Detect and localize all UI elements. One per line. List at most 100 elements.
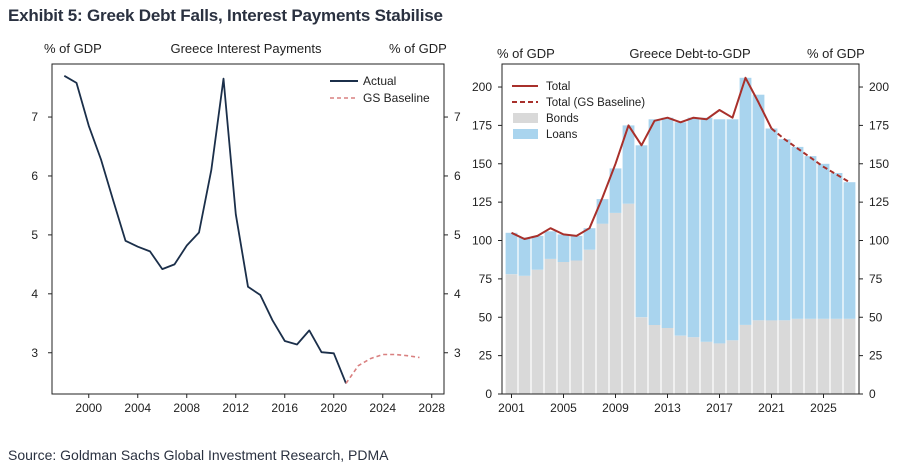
legend-total-baseline-label: Total (GS Baseline)	[546, 97, 645, 109]
left-chart-legend: Actual GS Baseline	[330, 74, 430, 105]
loans-bar	[700, 117, 713, 342]
right-y-tick-label-right: 0	[869, 387, 876, 401]
left-x-tick-label: 2020	[320, 401, 347, 415]
left-y-tick-label-right: 4	[454, 287, 461, 301]
left-y-tick-label: 3	[31, 346, 38, 360]
right-plot-frame	[501, 63, 860, 395]
right-chart-lines	[511, 76, 851, 240]
bonds-bar	[596, 223, 609, 394]
loans-bar	[622, 125, 635, 204]
bonds-bar	[687, 337, 700, 394]
loans-bar	[674, 122, 687, 336]
loans-bar	[817, 163, 830, 319]
bonds-bar	[557, 262, 570, 394]
right-y-tick-label: 25	[479, 349, 493, 363]
bonds-bar	[674, 335, 687, 394]
loans-bar	[557, 234, 570, 262]
loans-bar	[661, 117, 674, 328]
right-chart-bars	[505, 77, 856, 394]
loans-bar	[609, 168, 622, 213]
left-x-tick-label: 2008	[173, 401, 200, 415]
left-y-tick-label: 4	[31, 287, 38, 301]
right-y-tick-label: 150	[472, 157, 492, 171]
right-chart-left-axis-label: % of GDP	[497, 46, 555, 61]
bonds-bar	[765, 320, 778, 394]
right-x-tick-label: 2021	[758, 401, 785, 415]
legend-actual-label: Actual	[363, 74, 396, 88]
loans-bar	[765, 128, 778, 321]
right-y-tick-label: 0	[485, 387, 492, 401]
left-x-tick-label: 2028	[418, 401, 445, 415]
right-y-tick-label-right: 125	[869, 195, 889, 209]
interest-payments-chart: Greece Interest Payments % of GDP % of G…	[31, 41, 461, 415]
left-chart-title: Greece Interest Payments	[170, 41, 322, 56]
bonds-bar	[648, 324, 661, 394]
bonds-bar	[570, 260, 583, 394]
left-chart-left-axis-label: % of GDP	[44, 41, 102, 56]
bonds-bar	[713, 343, 726, 394]
gs-baseline-series-line	[345, 353, 420, 384]
legend-bonds-swatch	[513, 113, 538, 123]
bonds-bar	[609, 212, 622, 394]
loans-bar	[843, 182, 856, 319]
bonds-bar	[817, 318, 830, 394]
left-x-tick-label: 2012	[222, 401, 249, 415]
loans-bar	[570, 235, 583, 261]
bonds-bar	[531, 269, 544, 394]
right-y-tick-label-right: 150	[869, 157, 889, 171]
left-plot-frame	[51, 63, 445, 395]
loans-bar	[804, 156, 817, 319]
bonds-bar	[505, 274, 518, 394]
bonds-bar	[830, 318, 843, 394]
loans-bar	[648, 119, 661, 325]
right-x-tick-label: 2017	[706, 401, 733, 415]
loans-bar	[791, 146, 804, 319]
loans-bar	[583, 228, 596, 250]
right-y-tick-label-right: 100	[869, 234, 889, 248]
left-y-tick-label: 7	[31, 110, 38, 124]
loans-bar	[726, 119, 739, 341]
bonds-bar	[843, 318, 856, 394]
loans-bar	[739, 77, 752, 325]
bonds-bar	[700, 341, 713, 394]
loans-bar	[505, 232, 518, 275]
loans-bar	[531, 235, 544, 270]
bonds-bar	[791, 318, 804, 394]
right-y-tick-label-right: 75	[869, 272, 883, 286]
right-y-tick-label: 75	[479, 272, 493, 286]
right-x-tick-label: 2009	[602, 401, 629, 415]
right-x-tick-label: 2013	[654, 401, 681, 415]
left-y-tick-label: 5	[31, 228, 38, 242]
loans-bar	[713, 119, 726, 344]
left-y-tick-label-right: 7	[454, 110, 461, 124]
loans-bar	[778, 139, 791, 321]
right-chart-ticks: 2001 2005 2009 2013 2017 2021 2025 0 0 25 25 50 50 75…	[472, 80, 889, 415]
right-y-tick-label-right: 200	[869, 80, 889, 94]
legend-total-label: Total	[546, 81, 570, 93]
left-y-tick-label-right: 3	[454, 346, 461, 360]
loans-bar	[830, 173, 843, 319]
total-gs-baseline-series-line	[770, 127, 851, 184]
bonds-bar	[752, 320, 765, 394]
loans-bar	[518, 237, 531, 276]
right-y-tick-label-right: 25	[869, 349, 883, 363]
left-chart-ticks: 2000 2004 2008 2012 2016 2020 2024 2028 3 3 4 4 5 5 6 6…	[31, 110, 461, 415]
right-y-tick-label: 200	[472, 80, 492, 94]
bonds-bar	[544, 258, 557, 394]
right-y-tick-label: 100	[472, 234, 492, 248]
right-y-tick-label: 50	[479, 310, 493, 324]
bonds-bar	[804, 318, 817, 394]
loans-bar	[635, 145, 648, 318]
right-chart-title: Greece Debt-to-GDP	[629, 46, 750, 61]
loans-bar	[752, 94, 765, 321]
left-chart-right-axis-label: % of GDP	[389, 41, 447, 56]
right-x-tick-label: 2025	[810, 401, 837, 415]
right-chart-legend: Total Total (GS Baseline) Bonds Loans	[512, 81, 645, 141]
loans-bar	[544, 231, 557, 259]
right-y-tick-label-right: 175	[869, 118, 889, 132]
bonds-bar	[635, 317, 648, 394]
bonds-bar	[739, 324, 752, 394]
right-x-tick-label: 2005	[550, 401, 577, 415]
debt-to-gdp-chart: Greece Debt-to-GDP % of GDP % of GDP 200…	[472, 46, 889, 415]
